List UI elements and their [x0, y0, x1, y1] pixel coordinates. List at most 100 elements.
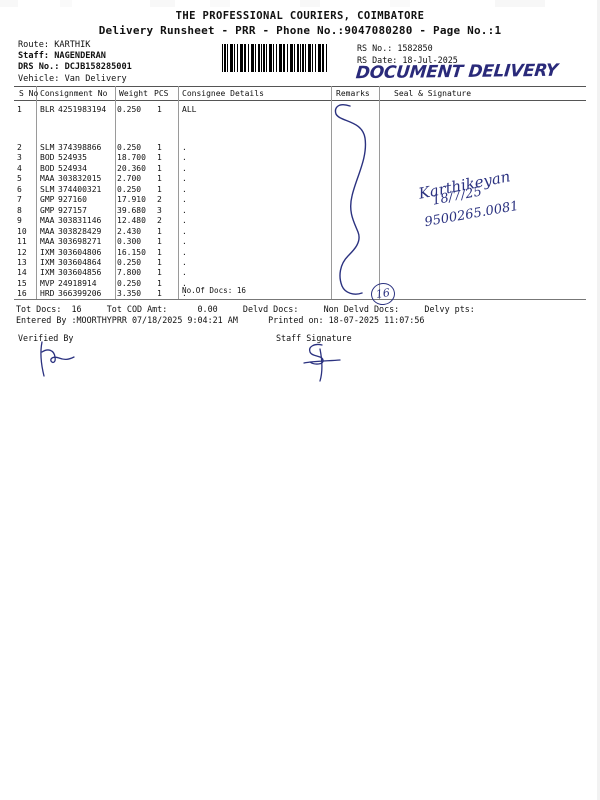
cell-sno: 13	[17, 257, 27, 267]
cell-sno: 1	[17, 105, 22, 114]
cell-weight: 12.480	[117, 216, 146, 226]
verified-by-signature	[40, 341, 75, 377]
cell-consignment-prefix: MVP	[40, 278, 55, 288]
cell-sno: 8	[17, 205, 22, 215]
route-field: Route: KARTHIK	[18, 40, 91, 50]
cell-weight: 0.250	[117, 143, 142, 152]
cell-sno: 2	[17, 143, 22, 152]
column-header-weight: Weight	[119, 89, 148, 98]
table-row: 8 GMP 927157 39.680 3.	[14, 206, 586, 216]
cell-consignment-number: 927157	[58, 205, 87, 215]
cell-consignment-number: 303831146	[58, 216, 102, 226]
cell-consignment-number: 366399206	[58, 289, 102, 299]
handwritten-bracket	[334, 104, 367, 295]
cell-consignee: .	[182, 268, 187, 278]
cell-pcs: 1	[157, 268, 162, 278]
header-left-block: Route: KARTHIK Staff: NAGENDERAN DRS No.…	[18, 40, 132, 85]
column-header-consignee: Consignee Details	[182, 89, 264, 98]
cell-sno: 14	[17, 268, 27, 278]
cell-pcs: 1	[157, 237, 162, 247]
cell-weight: 39.680	[117, 205, 146, 215]
cell-consignment-number: 303832015	[58, 174, 102, 184]
verified-by-label: Verified By	[18, 333, 74, 343]
cell-consignment-number: 374398866	[58, 143, 102, 152]
cell-sno: 6	[17, 184, 22, 194]
cell-weight: 0.250	[117, 257, 142, 267]
cell-consignee: .	[182, 216, 187, 226]
staff-field: Staff: NAGENDERAN	[18, 51, 106, 62]
document-delivery-stamp: DOCUMENT DELIVERY	[354, 60, 559, 84]
cell-consignment-prefix: MAA	[40, 226, 55, 236]
table-row: 9 MAA 303831146 12.480 2.	[14, 216, 586, 226]
drs-no-field: DRS No.: DCJB158285001	[18, 62, 132, 73]
cell-weight: 7.800	[117, 268, 142, 278]
column-header-seal: Seal & Signature	[394, 89, 472, 98]
cell-consignee: .	[182, 184, 187, 194]
table-row: 4 BOD 524934 20.360 1.	[14, 164, 586, 174]
table-row: 1 BLR 4251983194 0.250 1 ALL	[14, 105, 586, 115]
table-row: 12 IXM 303604806 16.150 1.	[14, 248, 586, 258]
cell-weight: 17.910	[117, 195, 146, 205]
cell-pcs: 1	[157, 163, 162, 173]
cell-consignment-prefix: MAA	[40, 237, 55, 247]
cell-sno: 11	[17, 237, 27, 247]
cell-pcs: 1	[157, 226, 162, 236]
cell-pcs: 1	[157, 278, 162, 288]
cell-consignee: .	[182, 237, 187, 247]
column-header-remarks: Remarks	[336, 89, 370, 98]
column-header-consignment: Consignment No	[40, 89, 108, 98]
cell-consignment-number: 24918914	[58, 278, 97, 288]
column-divider-pcs	[178, 86, 179, 299]
cell-sno: 7	[17, 195, 22, 205]
cell-consignment-prefix: BOD	[40, 153, 55, 163]
company-title: THE PROFESSIONAL COURIERS, COIMBATORE	[175, 10, 425, 22]
cell-consignment-prefix: BLR	[40, 105, 55, 114]
cell-sno: 9	[17, 216, 22, 226]
cell-consignee: .	[182, 143, 187, 152]
cell-consignee: .	[182, 153, 187, 163]
cell-pcs: 3	[157, 205, 162, 215]
cell-consignment-prefix: MAA	[40, 216, 55, 226]
rs-no-field: RS No.: 1582850	[357, 43, 433, 53]
cell-weight: 0.250	[117, 184, 142, 194]
table-row: 14 IXM 303604856 7.800 1.	[14, 268, 586, 278]
cell-pcs: 1	[157, 105, 162, 114]
cell-weight: 18.700	[117, 153, 146, 163]
consignment-table: S No Consignment No Weight PCS Consignee…	[14, 86, 586, 307]
cell-consignment-prefix: IXM	[40, 268, 55, 278]
cell-consignment-number: 524934	[58, 163, 87, 173]
table-row: 11 MAA 303698271 0.300 1.	[14, 237, 586, 247]
cell-pcs: 1	[157, 289, 162, 299]
barcode-icon	[222, 44, 328, 72]
table-row: 15 MVP 24918914 0.250 1.	[14, 279, 586, 289]
column-header-sno: S No	[19, 89, 39, 98]
cell-sno: 3	[17, 153, 22, 163]
cell-consignment-number: 303604806	[58, 247, 102, 257]
cell-consignment-number: 303604856	[58, 268, 102, 278]
table-header-rule	[14, 100, 586, 101]
scan-artifact-top	[0, 0, 600, 7]
table-row: 5 MAA 303832015 2.700 1.	[14, 174, 586, 184]
cell-consignment-prefix: GMP	[40, 195, 55, 205]
cell-consignment-prefix: IXM	[40, 257, 55, 267]
cell-consignment-number: 374400321	[58, 184, 102, 194]
cell-pcs: 1	[157, 184, 162, 194]
cell-weight: 20.360	[117, 163, 146, 173]
cell-pcs: 1	[157, 257, 162, 267]
entered-printed-line: Entered By :MOORTHYPRR 07/18/2025 9:04:2…	[16, 315, 425, 325]
table-row: 16 HRD 366399206 3.350 1.	[14, 289, 586, 299]
cell-consignment-prefix: SLM	[40, 184, 55, 194]
cell-consignment-prefix: BOD	[40, 163, 55, 173]
cell-pcs: 2	[157, 195, 162, 205]
cell-pcs: 1	[157, 153, 162, 163]
table-row: 6 SLM 374400321 0.250 1.	[14, 185, 586, 195]
cell-consignment-number: 524935	[58, 153, 87, 163]
cell-sno: 5	[17, 174, 22, 184]
cell-sno: 16	[17, 289, 27, 299]
cell-sno: 10	[17, 226, 27, 236]
cell-consignment-number: 303828429	[58, 226, 102, 236]
vehicle-field: Vehicle: Van Delivery	[18, 73, 127, 84]
no-of-docs-label: No.Of Docs: 16	[182, 286, 247, 295]
cell-consignment-prefix: HRD	[40, 289, 55, 299]
